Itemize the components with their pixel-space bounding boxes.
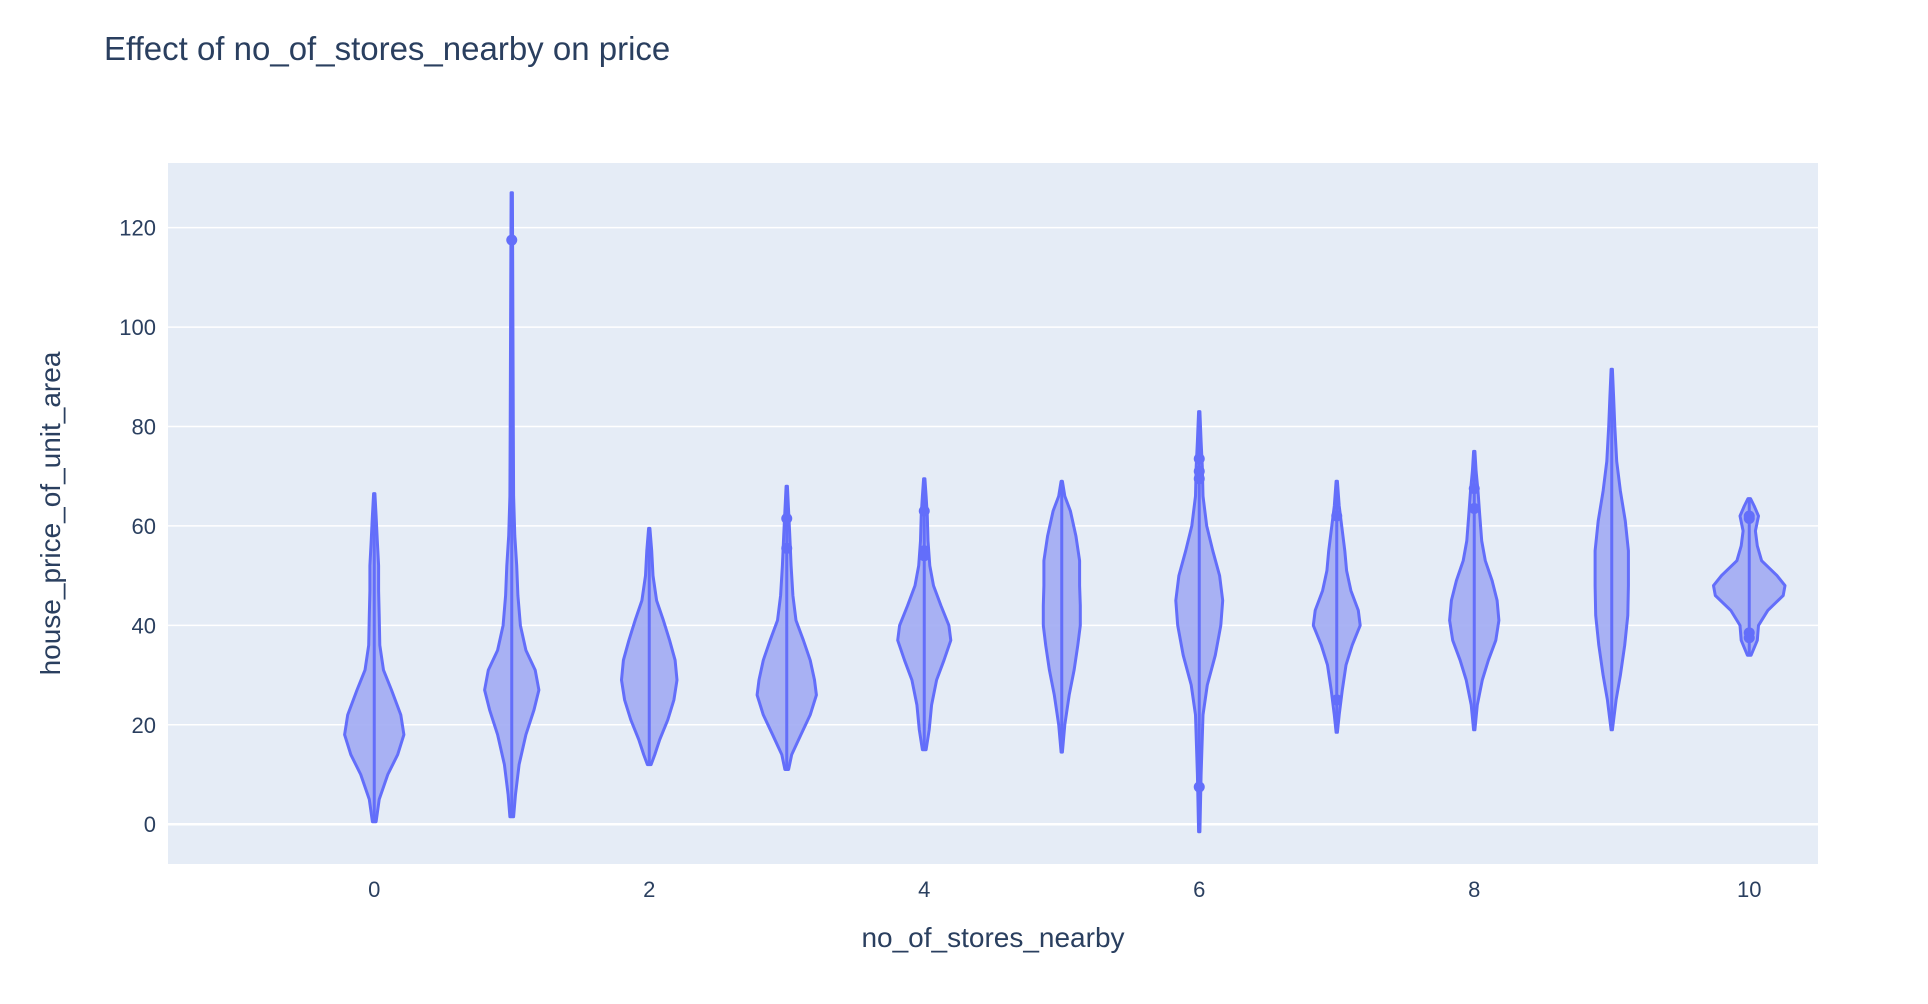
outlier-point (1331, 510, 1343, 522)
x-tick-label: 6 (1193, 877, 1205, 902)
x-tick-label: 2 (643, 877, 655, 902)
outlier-point (1468, 503, 1480, 515)
violin-group (1311, 479, 1362, 734)
violin-group (1593, 367, 1630, 732)
outlier-point (506, 234, 518, 246)
y-tick-label: 120 (119, 216, 156, 241)
outlier-point (1193, 453, 1205, 465)
violin-group (343, 492, 406, 824)
outlier-point (1193, 473, 1205, 485)
x-tick-label: 8 (1468, 877, 1480, 902)
y-tick-label: 100 (119, 315, 156, 340)
axis-ticks: 0 20 40 60 80 100 120 0 2 4 6 8 10 (119, 216, 1761, 902)
plot-background (168, 163, 1818, 864)
violin-group (1174, 410, 1225, 834)
chart-title: Effect of no_of_stores_nearby on price (104, 30, 671, 67)
violin-group (1041, 479, 1082, 754)
violins (343, 191, 1787, 834)
violin-group (620, 526, 679, 767)
outlier-point (1468, 483, 1480, 495)
outlier-point (1743, 512, 1755, 524)
x-axis-title: no_of_stores_nearby (861, 922, 1124, 953)
outlier-point (781, 512, 793, 524)
x-tick-label: 10 (1737, 877, 1761, 902)
outlier-point (918, 550, 930, 562)
y-tick-label: 60 (132, 514, 156, 539)
violin-group (1712, 497, 1787, 657)
violin-group (896, 477, 953, 752)
y-tick-label: 80 (132, 414, 156, 439)
violin-group (755, 484, 818, 771)
x-tick-label: 0 (368, 877, 380, 902)
y-tick-label: 20 (132, 713, 156, 738)
outlier-point (781, 542, 793, 554)
x-tick-label: 4 (918, 877, 930, 902)
outlier-point (918, 505, 930, 517)
y-tick-label: 40 (132, 613, 156, 638)
violin-group (483, 191, 541, 819)
violin-group (1448, 449, 1501, 732)
y-axis-title: house_price_of_unit_area (35, 351, 66, 675)
outlier-point (1193, 781, 1205, 793)
gridlines (168, 226, 1818, 826)
outlier-point (1331, 694, 1343, 706)
y-tick-label: 0 (144, 812, 156, 837)
outlier-point (1743, 632, 1755, 644)
